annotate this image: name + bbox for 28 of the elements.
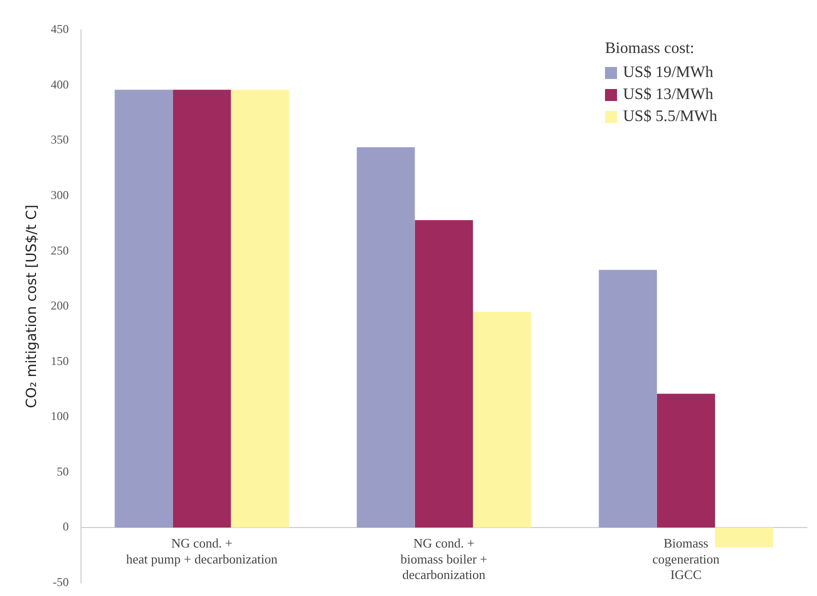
bar	[598, 270, 657, 528]
x-tick-label: NG cond. + heat pump + decarbonization	[126, 536, 278, 566]
legend-label: US$ 13/MWh	[623, 86, 714, 104]
y-tick-label: 300	[50, 188, 69, 202]
bar	[715, 528, 774, 548]
y-tick-label: -50	[52, 574, 69, 589]
bar	[230, 90, 289, 528]
x-tick-label: Biomass cogeneration IGCC	[652, 536, 720, 582]
bar	[356, 147, 415, 528]
y-tick-label: 150	[50, 354, 69, 368]
y-tick-label: 0	[62, 520, 69, 534]
legend-title: Biomass cost:	[605, 40, 696, 58]
x-tick-label: NG cond. + biomass boiler + decarbonization	[400, 536, 488, 582]
legend-label: US$ 5.5/MWh	[623, 108, 718, 126]
bar	[656, 394, 716, 528]
bar	[114, 90, 173, 528]
y-tick-label: 50	[56, 464, 69, 478]
bar	[414, 220, 473, 528]
bar	[472, 312, 532, 528]
y-tick-label: 200	[50, 298, 69, 313]
y-tick-label: 450	[50, 22, 69, 36]
y-axis-title: CO₂ mitigation cost [US$/t C]	[24, 204, 40, 408]
bar	[172, 90, 231, 528]
y-tick-label: 400	[50, 77, 69, 92]
y-tick-label: 250	[50, 243, 69, 258]
legend-label: US$ 19/MWh	[623, 64, 714, 82]
y-tick-label: 100	[50, 409, 69, 424]
y-tick-label: 350	[50, 132, 69, 147]
